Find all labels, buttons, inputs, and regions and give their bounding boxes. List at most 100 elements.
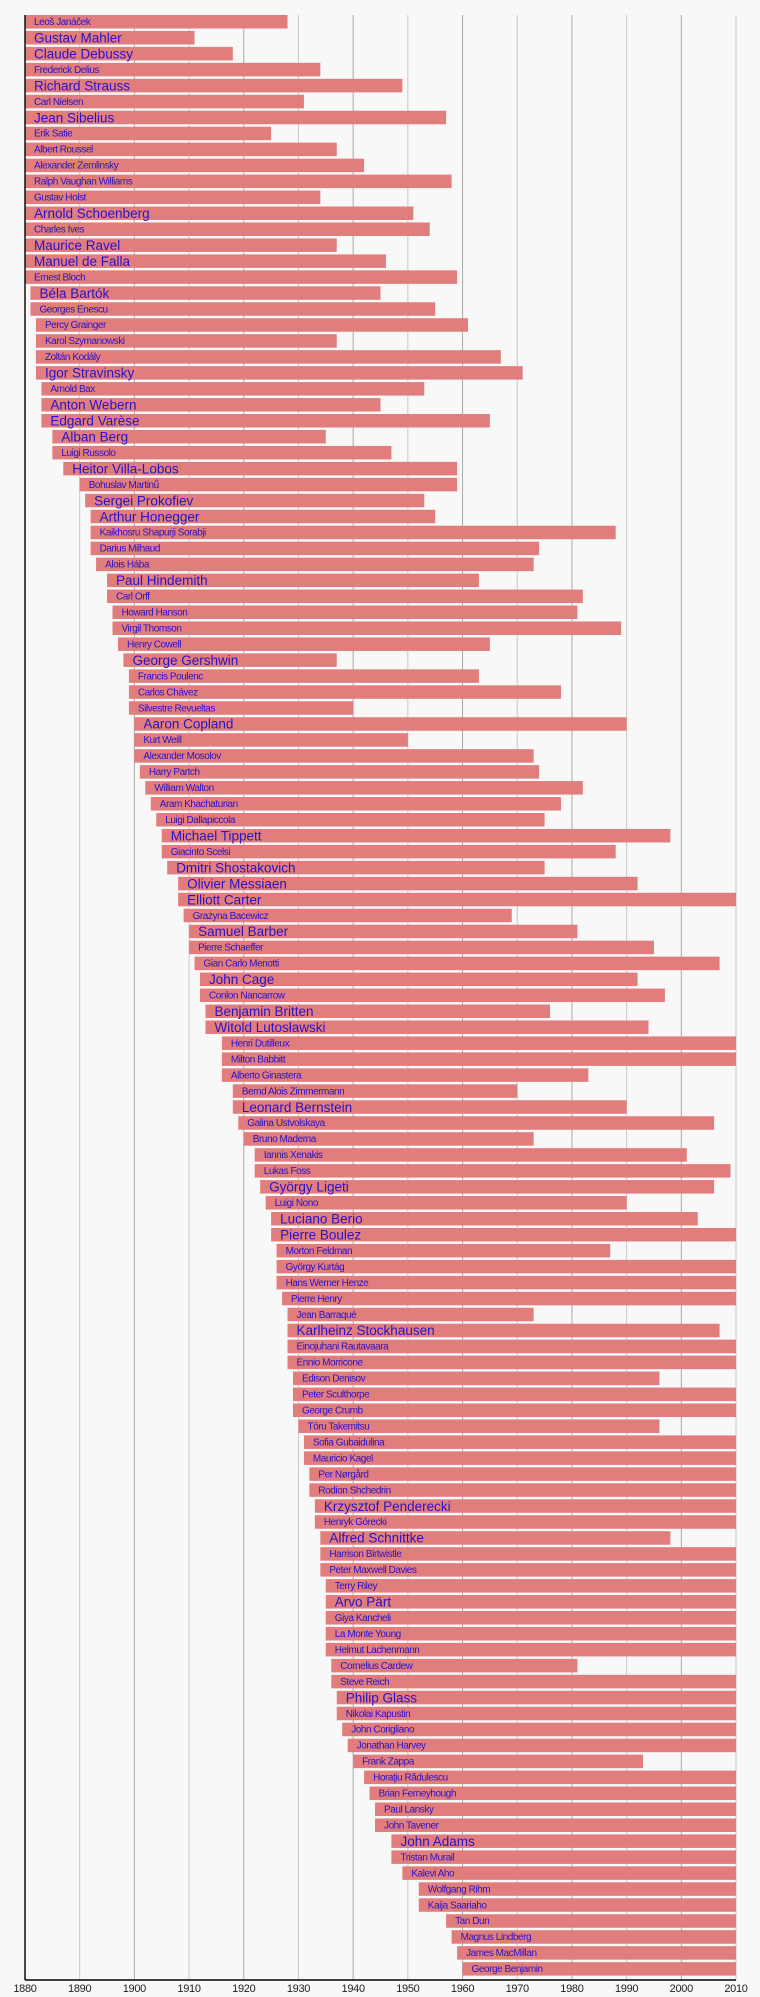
lifespan-bar <box>260 1180 715 1194</box>
composer-bar-group: Edgard Varèse <box>41 414 490 429</box>
composer-label: Olivier Messiaen <box>187 876 287 891</box>
composer-bar-group: Pierre Boulez <box>271 1227 736 1242</box>
composer-bar-group: George Benjamin <box>462 1962 736 1976</box>
lifespan-bar <box>276 1259 736 1274</box>
composer-label: Darius Milhaud <box>100 544 160 555</box>
composer-bar-group: Anton Webern <box>41 398 381 413</box>
composer-label: Pierre Henry <box>291 1294 342 1305</box>
composer-bar-group: Henry Cowell <box>117 637 490 651</box>
composer-label: Krzysztof Penderecki <box>324 1499 451 1514</box>
lifespan-bar <box>30 286 381 300</box>
lifespan-bar <box>90 509 436 524</box>
composer-bar-group: Dmitri Shostakovich <box>167 860 545 875</box>
lifespan-bar <box>462 1962 736 1976</box>
composer-bar-group: Hans Werner Henze <box>276 1275 736 1290</box>
composer-label: Bohuslav Martinů <box>89 479 159 491</box>
lifespan-bar <box>320 1563 736 1577</box>
composer-bar-group: Percy Grainger <box>35 318 469 332</box>
lifespan-bar <box>309 1467 736 1481</box>
composer-bar-group: Frank Zappa <box>353 1754 644 1769</box>
lifespan-bar <box>205 1004 551 1019</box>
lifespan-bar <box>232 1084 518 1098</box>
composer-bar-group: Lukas Foss <box>254 1164 731 1178</box>
composer-bar-group: Samuel Barber <box>189 924 578 939</box>
x-tick-label: 1990 <box>615 1983 638 1995</box>
lifespan-bar <box>375 1818 736 1832</box>
lifespan-bar <box>117 637 490 651</box>
lifespan-bar <box>25 270 458 284</box>
lifespan-bar <box>145 781 583 795</box>
composer-label: Giacinto Scelsi <box>171 847 231 858</box>
composer-label: Tan Dun <box>455 1916 489 1927</box>
lifespan-bar <box>112 621 622 635</box>
composer-label: Michael Tippett <box>171 828 262 843</box>
lifespan-bar <box>52 445 392 460</box>
lifespan-bar <box>35 350 501 364</box>
composer-label: Alfred Schnittke <box>329 1531 424 1546</box>
composer-label: Kurt Weill <box>143 735 181 746</box>
lifespan-bar <box>25 222 430 236</box>
composer-label: Anton Webern <box>50 398 136 413</box>
composer-bar-group: Arnold Schoenberg <box>25 206 414 221</box>
composer-label: Milton Babbitt <box>231 1054 286 1065</box>
lifespan-bar <box>107 589 583 604</box>
composer-bar-group: Ennio Morricone <box>287 1355 736 1370</box>
composer-label: Albert Roussel <box>34 145 93 156</box>
composer-label: Rodion Shchedrin <box>318 1485 390 1496</box>
composer-bar-group: Milton Babbitt <box>221 1052 736 1066</box>
lifespan-bar <box>375 1802 736 1817</box>
composer-label: Sergei Prokofiev <box>94 493 193 508</box>
composer-bar-group: Conlon Nancarrow <box>200 988 665 1003</box>
composer-label: Luigi Russolo <box>61 448 116 459</box>
composer-label: Percy Grainger <box>45 320 107 331</box>
lifespan-bar <box>254 1148 687 1162</box>
lifespan-bar <box>325 1595 736 1609</box>
composer-bar-group: Benjamin Britten <box>205 1004 551 1019</box>
lifespan-bar <box>418 1898 736 1912</box>
composer-bar-group: Pierre Schaeffer <box>189 940 654 955</box>
composer-label: Ennio Morricone <box>297 1358 364 1369</box>
composer-label: Harry Partch <box>149 767 200 778</box>
composer-bar-group: Henri Dutilleux <box>221 1036 736 1050</box>
x-tick-label: 1910 <box>177 1983 200 1995</box>
composer-bar-group: Albert Roussel <box>25 142 337 157</box>
composer-bar-group: Francis Poulenc <box>128 669 479 683</box>
lifespan-bar <box>402 1866 736 1880</box>
composer-bar-group: Luciano Berio <box>271 1212 698 1227</box>
x-tick-label: 1880 <box>13 1983 36 1995</box>
lifespan-bar <box>331 1674 736 1689</box>
lifespan-bar <box>25 158 365 173</box>
composer-label: Alexander Mosolov <box>143 751 221 762</box>
composer-label: Kaija Saariaho <box>428 1900 488 1911</box>
composer-bar-group: Tan Dun <box>446 1914 736 1928</box>
composer-bar-group: Igor Stravinsky <box>35 366 523 381</box>
lifespan-bar <box>232 1100 627 1114</box>
composer-label: Arvo Pärt <box>335 1595 392 1610</box>
lifespan-bar <box>41 382 425 396</box>
composer-label: Ralph Vaughan Williams <box>34 177 133 188</box>
composer-label: Carl Nielsen <box>34 97 83 108</box>
composer-bar-group: Ernest Bloch <box>25 270 458 284</box>
composer-bar-group: Kalevi Aho <box>402 1866 736 1880</box>
lifespan-bar <box>35 366 523 380</box>
composer-label: Sofia Gubaidulina <box>313 1437 385 1448</box>
composer-label: Frank Zappa <box>362 1757 415 1768</box>
composer-label: Jean Sibelius <box>34 110 115 125</box>
lifespan-bar <box>85 493 425 508</box>
lifespan-bar <box>25 190 321 205</box>
composer-label: Benjamin Britten <box>214 1004 313 1019</box>
lifespan-bar <box>183 908 512 923</box>
composer-bar-group: Aaron Copland <box>134 717 627 732</box>
composer-bar-group: Claude Debussy <box>25 46 233 61</box>
composer-label: Edison Denisov <box>302 1374 366 1385</box>
composer-bar-group: Jean Barraqué <box>287 1307 534 1322</box>
composer-bar-group: La Monte Young <box>325 1626 736 1641</box>
lifespan-bar <box>112 605 578 620</box>
composer-bar-group: Tristan Murail <box>391 1850 736 1864</box>
lifespan-bar <box>134 717 627 731</box>
composer-bar-group: Giya Kancheli <box>325 1611 736 1625</box>
lifespan-bar <box>342 1722 736 1737</box>
composer-label: Grażyna Bacewicz <box>193 911 269 922</box>
lifespan-bar <box>128 701 354 715</box>
composer-bar-group: Heitor Villa-Lobos <box>63 461 458 476</box>
